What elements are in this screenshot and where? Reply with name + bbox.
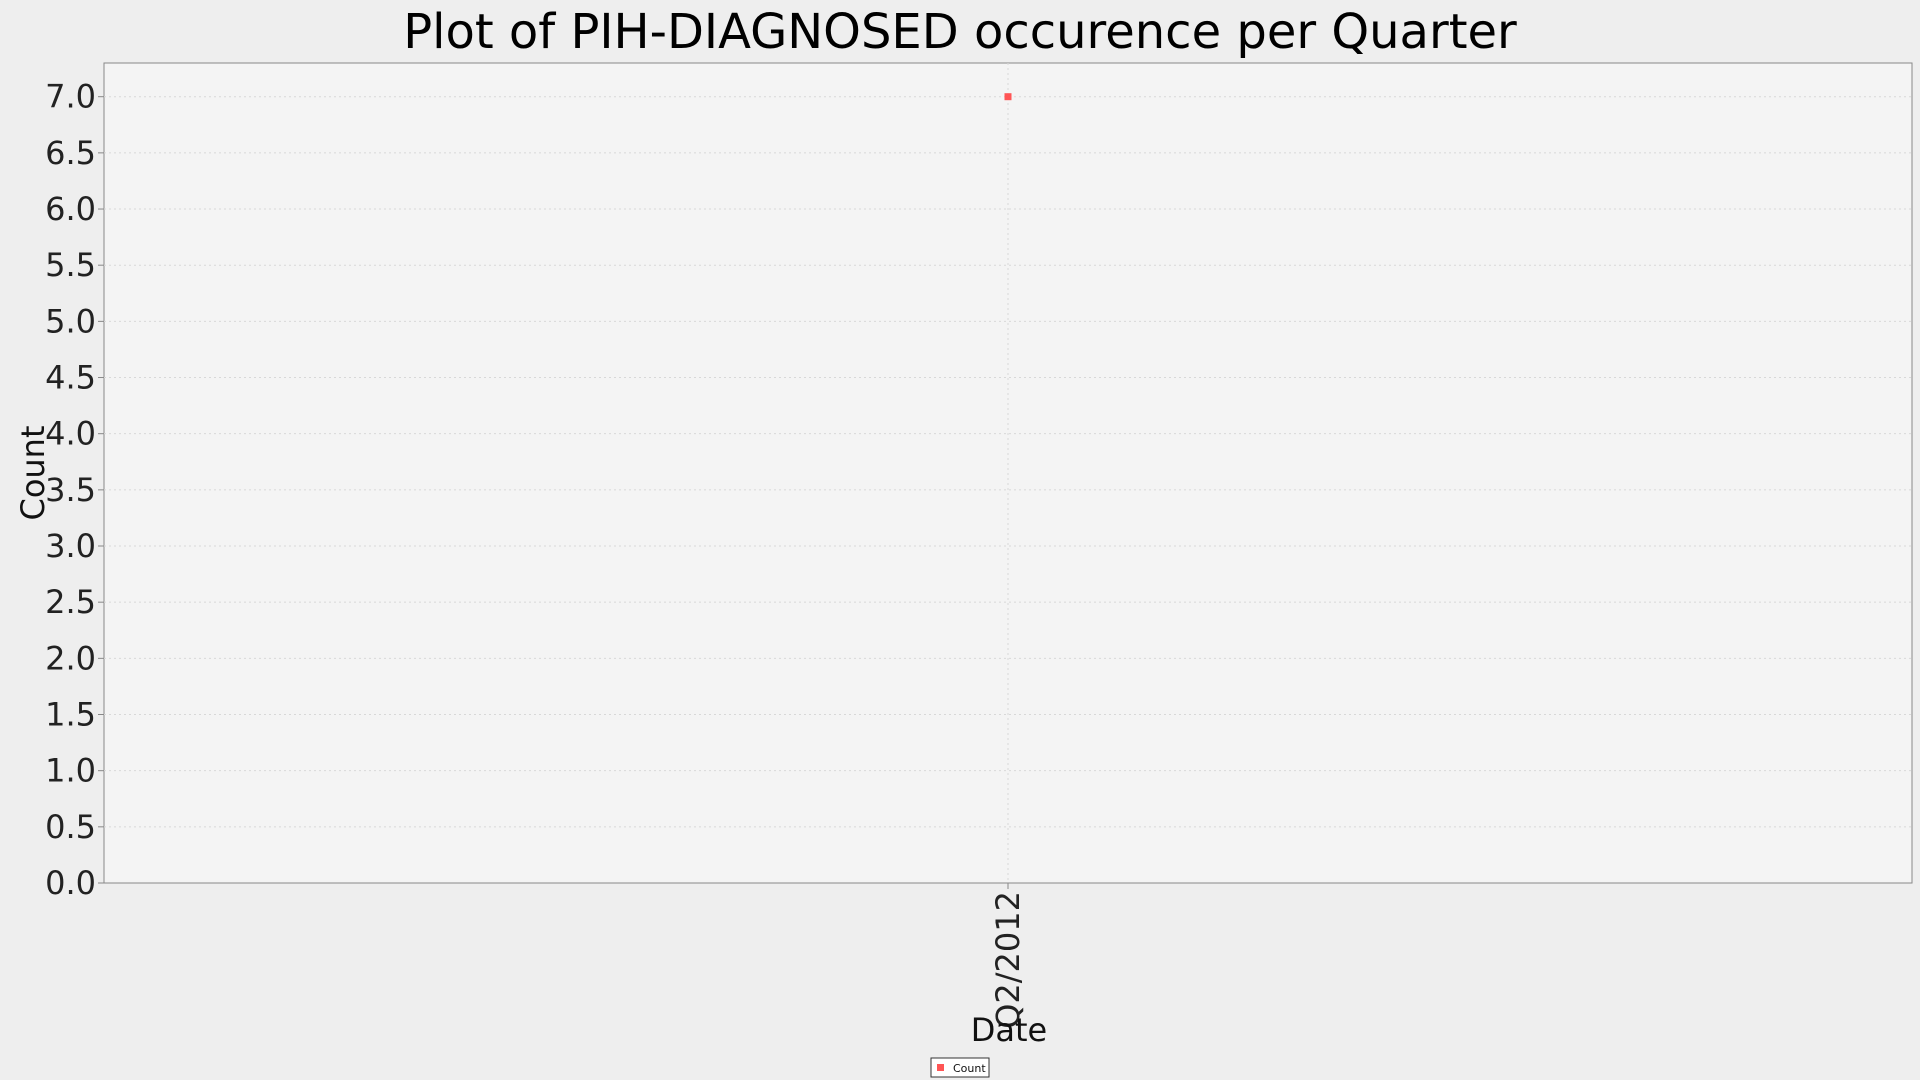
x-axis-label: Date (971, 1011, 1047, 1049)
y-tick-label: 0.0 (45, 864, 96, 902)
legend-marker-count (937, 1064, 944, 1071)
y-tick-label: 1.0 (45, 752, 96, 790)
y-tick-label: 3.0 (45, 527, 96, 565)
y-axis: 0.0 0.5 1.0 1.5 2.0 2.5 3.0 3.5 4.0 4.5 5.0 5.5 6.0 6… (45, 78, 104, 902)
legend-label-count: Count (953, 1062, 986, 1075)
y-tick-label: 7.0 (45, 78, 96, 116)
y-tick-label: 1.5 (45, 696, 96, 734)
y-tick-label: 3.5 (45, 471, 96, 509)
y-tick-label: 5.0 (45, 302, 96, 340)
y-tick-label: 0.5 (45, 808, 96, 846)
y-tick-label: 6.5 (45, 134, 96, 172)
x-axis: Q2/2012 (989, 883, 1027, 1029)
y-tick-label: 2.0 (45, 639, 96, 677)
y-tick-label: 4.0 (45, 415, 96, 453)
grid-layer (104, 63, 1912, 883)
legend-box (930, 1057, 990, 1078)
y-axis-label: Count (14, 425, 52, 520)
data-points (1004, 93, 1012, 101)
chart-title: Plot of PIH-DIAGNOSED occurence per Quar… (403, 4, 1517, 60)
y-tick-label: 4.5 (45, 359, 96, 397)
data-point-count (1004, 93, 1012, 101)
x-tick-label: Q2/2012 (989, 891, 1027, 1029)
legend: Count (930, 1057, 990, 1078)
y-tick-label: 2.5 (45, 583, 96, 621)
y-tick-label: 6.0 (45, 190, 96, 228)
y-tick-label: 5.5 (45, 246, 96, 284)
